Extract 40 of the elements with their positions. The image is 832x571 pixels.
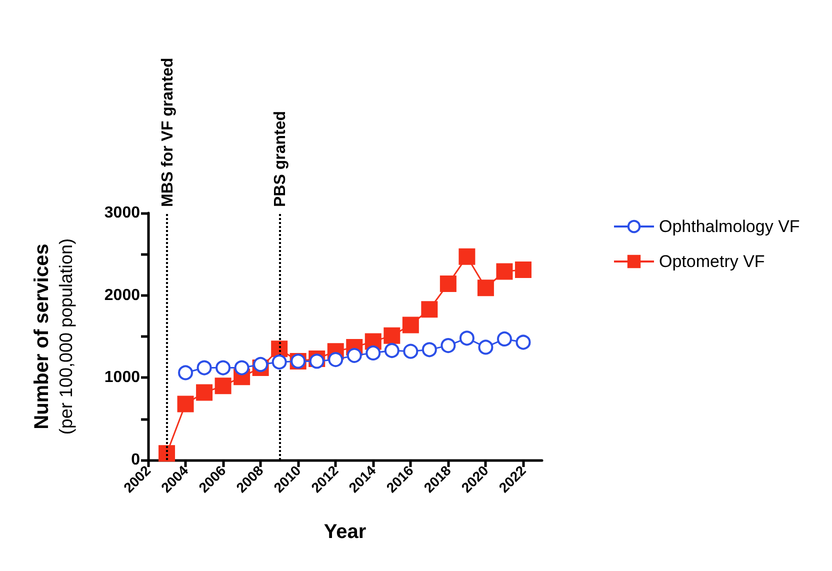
y-tick-label: 2000	[104, 286, 140, 304]
point	[440, 276, 456, 292]
point	[478, 340, 494, 355]
x-axis-title: Year	[324, 521, 366, 543]
point	[440, 338, 456, 354]
point	[458, 248, 476, 265]
point	[421, 301, 438, 318]
y-tick-label: 3000	[104, 204, 140, 222]
y-tick-label: 0	[131, 452, 140, 468]
point	[177, 396, 194, 412]
ref-line-label: MBS for VF granted	[159, 58, 176, 207]
point	[214, 378, 232, 394]
point	[216, 360, 231, 376]
point	[384, 327, 400, 344]
point	[196, 384, 213, 401]
y-tick-label: 1000	[104, 369, 140, 386]
point	[366, 345, 381, 360]
point	[234, 360, 250, 376]
legend-label: Ophthalmology VF	[659, 217, 800, 236]
point	[403, 344, 418, 359]
point	[253, 356, 268, 372]
point	[196, 360, 212, 376]
point	[516, 334, 531, 350]
point	[384, 343, 400, 358]
point	[402, 316, 419, 334]
point	[178, 365, 194, 380]
point	[477, 280, 494, 296]
point	[496, 263, 513, 280]
point	[328, 352, 344, 368]
point	[272, 354, 287, 370]
legend-label: Optometry VF	[659, 252, 765, 271]
ref-line-label: PBS granted	[272, 110, 289, 207]
point	[459, 330, 474, 346]
point	[496, 331, 512, 346]
point	[514, 262, 532, 278]
y-axis-title: Number of services (per 100,000 population)	[31, 238, 76, 435]
point	[158, 445, 176, 462]
point	[309, 354, 324, 369]
point	[422, 342, 437, 358]
point	[346, 348, 362, 363]
